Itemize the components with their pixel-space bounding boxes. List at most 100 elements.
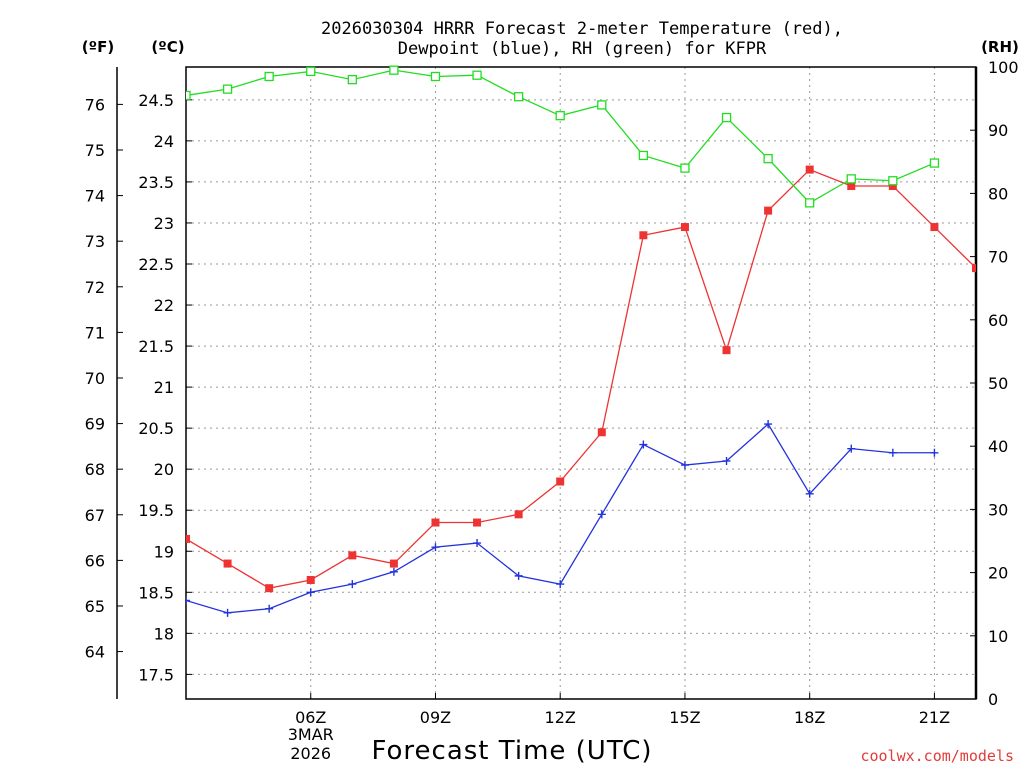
data-point-marker <box>846 174 856 184</box>
celsius-tick-label: 17.5 <box>138 665 174 684</box>
data-point-marker <box>847 444 856 453</box>
data-point-marker <box>556 580 565 589</box>
data-point-marker <box>514 510 523 519</box>
data-point-marker <box>764 420 773 429</box>
celsius-tick-label: 20.5 <box>138 419 174 438</box>
data-point-marker <box>186 90 191 101</box>
rh-tick-label: 90 <box>988 121 1008 140</box>
fahrenheit-tick-label: 69 <box>85 415 105 434</box>
data-point-marker <box>597 100 607 110</box>
fahrenheit-tick-label: 71 <box>85 323 105 342</box>
data-point-marker <box>222 84 233 94</box>
data-point-marker <box>431 518 440 527</box>
data-point-marker <box>186 596 190 605</box>
rh-tick-label: 100 <box>988 58 1019 77</box>
data-point-marker <box>972 264 976 273</box>
rh-tick-label: 10 <box>988 627 1008 646</box>
celsius-tick-label: 19.5 <box>138 501 174 520</box>
data-point-marker <box>473 518 482 527</box>
celsius-tick-label: 22.5 <box>138 255 174 274</box>
data-point-marker <box>223 608 232 617</box>
data-point-marker <box>555 111 565 121</box>
data-point-marker <box>389 559 398 568</box>
fahrenheit-tick-label: 72 <box>85 278 105 297</box>
chart-title-line-1: 2026030304 HRRR Forecast 2-meter Tempera… <box>321 19 843 39</box>
celsius-tick-label: 22 <box>154 296 174 315</box>
fahrenheit-tick-label: 75 <box>85 141 105 160</box>
data-point-marker <box>348 551 357 560</box>
data-point-marker <box>888 448 897 457</box>
data-point-marker <box>473 539 482 548</box>
rh-unit-label: (RH) <box>981 38 1019 56</box>
x-tick-label: 06Z <box>295 708 326 727</box>
fahrenheit-unit-label: (ºF) <box>82 38 114 56</box>
data-point-marker <box>348 580 357 589</box>
series-dewpoint <box>186 420 939 617</box>
data-point-marker <box>763 153 773 164</box>
data-point-marker <box>265 604 274 613</box>
data-point-marker <box>306 66 316 77</box>
rh-tick-label: 20 <box>988 564 1008 583</box>
data-point-marker <box>847 182 856 191</box>
celsius-tick-label: 20 <box>154 460 174 479</box>
data-point-marker <box>722 456 731 465</box>
series-relative-humidity <box>186 65 940 208</box>
rh-tick-label: 50 <box>988 374 1008 393</box>
grid-lines <box>186 67 976 699</box>
data-point-marker <box>431 543 440 552</box>
data-point-marker <box>430 71 441 82</box>
rh-tick-label: 70 <box>988 248 1008 267</box>
celsius-unit-label: (ºC) <box>151 38 184 56</box>
celsius-tick-label: 18.5 <box>138 583 174 602</box>
rh-tick-label: 80 <box>988 184 1008 203</box>
fahrenheit-tick-label: 74 <box>85 187 105 206</box>
data-point-marker <box>265 584 274 593</box>
data-point-marker <box>930 223 939 232</box>
fahrenheit-tick-label: 76 <box>85 95 105 114</box>
celsius-tick-label: 19 <box>154 542 174 561</box>
rh-tick-label: 0 <box>988 690 998 709</box>
date-label-line-2: 2026 <box>290 744 331 763</box>
data-series <box>186 65 976 617</box>
data-point-marker <box>680 461 689 470</box>
fahrenheit-tick-label: 68 <box>85 460 105 479</box>
celsius-tick-label: 21 <box>154 378 174 397</box>
fahrenheit-tick-label: 66 <box>85 551 105 570</box>
data-point-marker <box>805 489 814 498</box>
data-point-marker <box>722 346 731 355</box>
plot-frame <box>185 66 977 700</box>
fahrenheit-tick-label: 73 <box>85 232 105 251</box>
celsius-tick-label: 24 <box>154 132 174 151</box>
data-point-marker <box>929 158 940 168</box>
data-point-marker <box>347 74 357 85</box>
data-point-marker <box>638 150 649 161</box>
data-point-marker <box>930 448 939 457</box>
x-tick-label: 21Z <box>919 708 950 727</box>
data-point-marker <box>680 223 689 232</box>
data-point-marker <box>264 71 274 82</box>
fahrenheit-tick-label: 64 <box>85 643 105 662</box>
date-label-line-1: 3MAR <box>288 725 334 744</box>
data-point-marker <box>680 163 690 173</box>
data-point-marker <box>805 165 814 174</box>
data-point-marker <box>472 70 482 80</box>
tick-labels: 17.5 18 18.5 19 19.5 20 20.5 21 21.5 22 22.5 23 23.5… <box>85 58 1019 727</box>
celsius-tick-label: 23.5 <box>138 173 174 192</box>
data-point-marker <box>639 440 648 449</box>
data-point-marker <box>805 198 815 208</box>
celsius-tick-label: 23 <box>154 214 174 233</box>
data-point-marker <box>597 428 606 437</box>
data-point-marker <box>888 182 897 191</box>
rh-tick-label: 60 <box>988 311 1008 330</box>
data-point-marker <box>513 92 524 102</box>
rh-tick-label: 30 <box>988 500 1008 519</box>
x-tick-label: 15Z <box>669 708 700 727</box>
data-point-marker <box>597 510 606 519</box>
data-point-marker <box>186 534 190 543</box>
data-point-marker <box>639 231 648 240</box>
data-point-marker <box>721 112 732 123</box>
data-point-marker <box>556 477 565 486</box>
credit-text: coolwx.com/models <box>860 747 1014 765</box>
chart-title-line-2: Dewpoint (blue), RH (green) for KFPR <box>398 39 767 59</box>
